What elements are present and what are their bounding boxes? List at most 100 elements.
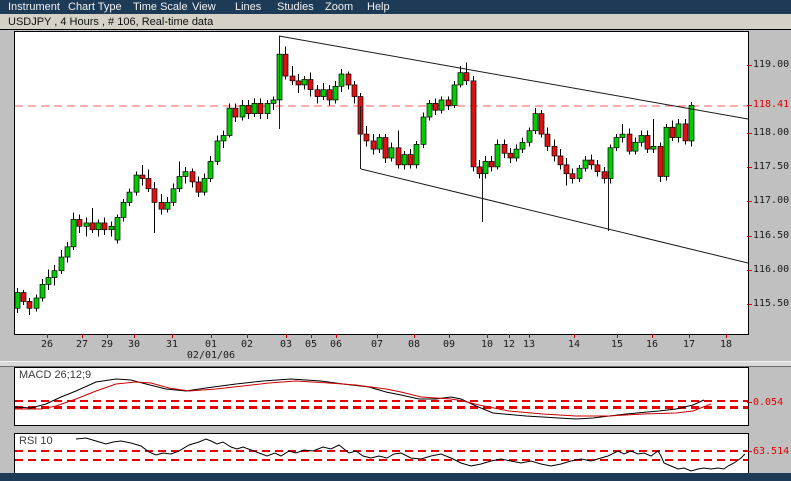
candle-down	[289, 75, 296, 82]
x-axis-label: 14	[567, 339, 581, 350]
x-axis-tick	[529, 334, 530, 338]
candle-up	[83, 222, 90, 227]
x-axis-tick	[726, 334, 727, 338]
candle-down	[395, 147, 402, 166]
x-axis-tick	[574, 334, 575, 338]
candle-up	[15, 292, 21, 309]
macd-label: MACD 26;12;9	[19, 369, 92, 381]
menu-item-help[interactable]: Help	[367, 1, 390, 13]
candle-up	[420, 116, 427, 145]
candle-up	[226, 107, 233, 136]
candle-up	[494, 144, 501, 168]
menu-item-time-scale[interactable]: Time Scale	[133, 1, 188, 13]
candle-down	[538, 113, 545, 135]
candle-up	[207, 161, 214, 179]
candle-up	[413, 144, 420, 166]
menu-item-zoom[interactable]: Zoom	[325, 1, 354, 13]
y-axis-tick	[747, 105, 752, 106]
candle-up	[164, 202, 171, 210]
x-axis-label: 01	[204, 339, 218, 350]
x-axis-tick	[509, 334, 510, 338]
x-axis-label: 18	[719, 339, 733, 350]
candle-down	[626, 133, 633, 152]
menu-item-instrument[interactable]: Instrument	[8, 1, 60, 13]
candle-down	[151, 188, 158, 203]
y-axis-tick	[747, 201, 752, 202]
y-axis-tick	[747, 65, 752, 66]
candle-up	[451, 84, 458, 106]
chart-title-bar: USDJPY , 4 Hours , # 106, Real-time data	[0, 14, 791, 30]
x-axis-label: 30	[127, 339, 141, 350]
candle-up	[220, 135, 227, 142]
candle-down	[476, 166, 483, 175]
candle-up	[120, 202, 127, 218]
menu-item-lines[interactable]: Lines	[235, 1, 262, 13]
candlestick-plot	[15, 35, 748, 316]
x-axis-tick	[617, 334, 618, 338]
candle-down	[314, 89, 321, 97]
main-price-chart[interactable]	[14, 31, 749, 335]
x-axis-tick	[487, 334, 488, 338]
y-axis-label: 117.00	[753, 195, 790, 206]
candle-down	[26, 301, 33, 309]
candle-up	[688, 105, 695, 142]
candle-down	[488, 161, 495, 168]
candle-down	[307, 79, 314, 91]
macd-value: 0.054	[747, 398, 783, 408]
candle-up	[576, 167, 583, 179]
candle-up	[650, 146, 657, 150]
candle-down	[282, 53, 289, 77]
candle-down	[463, 72, 470, 82]
candle-up	[95, 222, 102, 231]
menu-item-view[interactable]: View	[192, 1, 216, 13]
candle-down	[363, 133, 370, 142]
candle-up	[513, 148, 520, 159]
x-axis-tick	[82, 334, 83, 338]
candle-up	[133, 174, 140, 193]
rsi-panel[interactable]: RSI 10	[14, 433, 749, 474]
candle-down	[470, 80, 477, 168]
candle-up	[45, 277, 52, 285]
macd-plot	[15, 378, 748, 420]
rsi-line	[75, 437, 746, 472]
menu-item-studies[interactable]: Studies	[277, 1, 314, 13]
x-axis-label: 15	[610, 339, 624, 350]
candle-up	[675, 123, 682, 138]
x-axis-tick	[134, 334, 135, 338]
x-axis-tick	[414, 334, 415, 338]
candle-down	[101, 222, 108, 231]
candle-down	[145, 178, 152, 190]
macd-panel[interactable]: MACD 26;12;9	[14, 367, 749, 426]
x-axis-tick	[336, 334, 337, 338]
candle-up	[70, 219, 77, 248]
candle-up	[426, 103, 433, 118]
x-axis-label: 13	[522, 339, 536, 350]
candle-down	[507, 152, 514, 159]
macd-value-text: 0.054	[753, 397, 784, 408]
candle-down	[351, 84, 358, 97]
x-axis-label: 03	[279, 339, 293, 350]
candle-up	[482, 161, 489, 175]
x-axis-tick	[107, 334, 108, 338]
candle-up	[270, 99, 277, 104]
candle-down	[89, 222, 96, 231]
status-bar	[0, 473, 791, 481]
candle-down	[158, 202, 165, 210]
candle-down	[682, 123, 689, 142]
candle-down	[501, 144, 508, 154]
candle-up	[64, 246, 71, 258]
x-axis-label: 05	[304, 339, 318, 350]
trendline	[360, 168, 748, 264]
candle-down	[669, 126, 676, 138]
candle-down	[644, 135, 651, 150]
menu-item-chart-type[interactable]: Chart Type	[68, 1, 122, 13]
candle-up	[114, 217, 121, 241]
candle-up	[526, 130, 533, 143]
candle-down	[382, 137, 389, 159]
candle-down	[20, 292, 27, 302]
x-axis-label: 02	[240, 339, 254, 350]
candle-down	[139, 174, 146, 179]
candle-down	[76, 219, 83, 227]
candle-down	[557, 155, 564, 166]
